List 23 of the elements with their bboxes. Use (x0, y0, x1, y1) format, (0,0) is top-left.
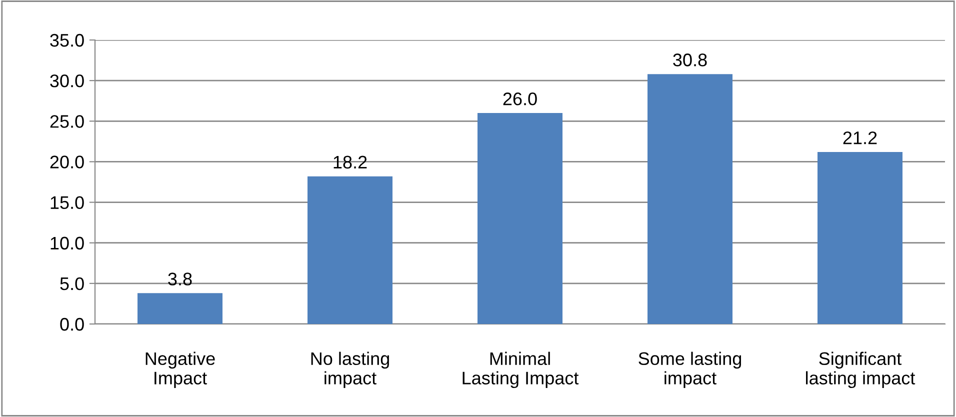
x-tick-label: No lasting impact (311, 352, 389, 388)
x-tick-label: Significant lasting impact (806, 352, 916, 388)
bar (138, 293, 222, 324)
bar (308, 176, 392, 324)
data-label: 3.8 (168, 272, 192, 286)
y-tick-label: 10.0 (50, 236, 84, 250)
y-tick-label: 20.0 (50, 156, 84, 168)
bar (818, 152, 902, 324)
y-tick-label: 0.0 (60, 318, 84, 331)
data-label: 18.2 (334, 156, 367, 169)
x-tick-label: Some lasting impact (638, 352, 742, 388)
data-label: 26.0 (503, 92, 537, 106)
y-tick-label: 30.0 (50, 74, 84, 88)
bar (478, 113, 562, 324)
x-tick-label: Negative Impact (146, 352, 215, 388)
x-tick-label: Minimal Lasting Impact (462, 352, 579, 388)
y-tick-label: 15.0 (50, 196, 84, 210)
bar (648, 74, 732, 324)
y-tick-label: 25.0 (50, 115, 84, 128)
data-label: 21.2 (843, 131, 877, 144)
y-tick-label: 35.0 (50, 34, 84, 47)
y-tick-label: 5.0 (60, 277, 84, 290)
data-label: 30.8 (673, 54, 707, 66)
